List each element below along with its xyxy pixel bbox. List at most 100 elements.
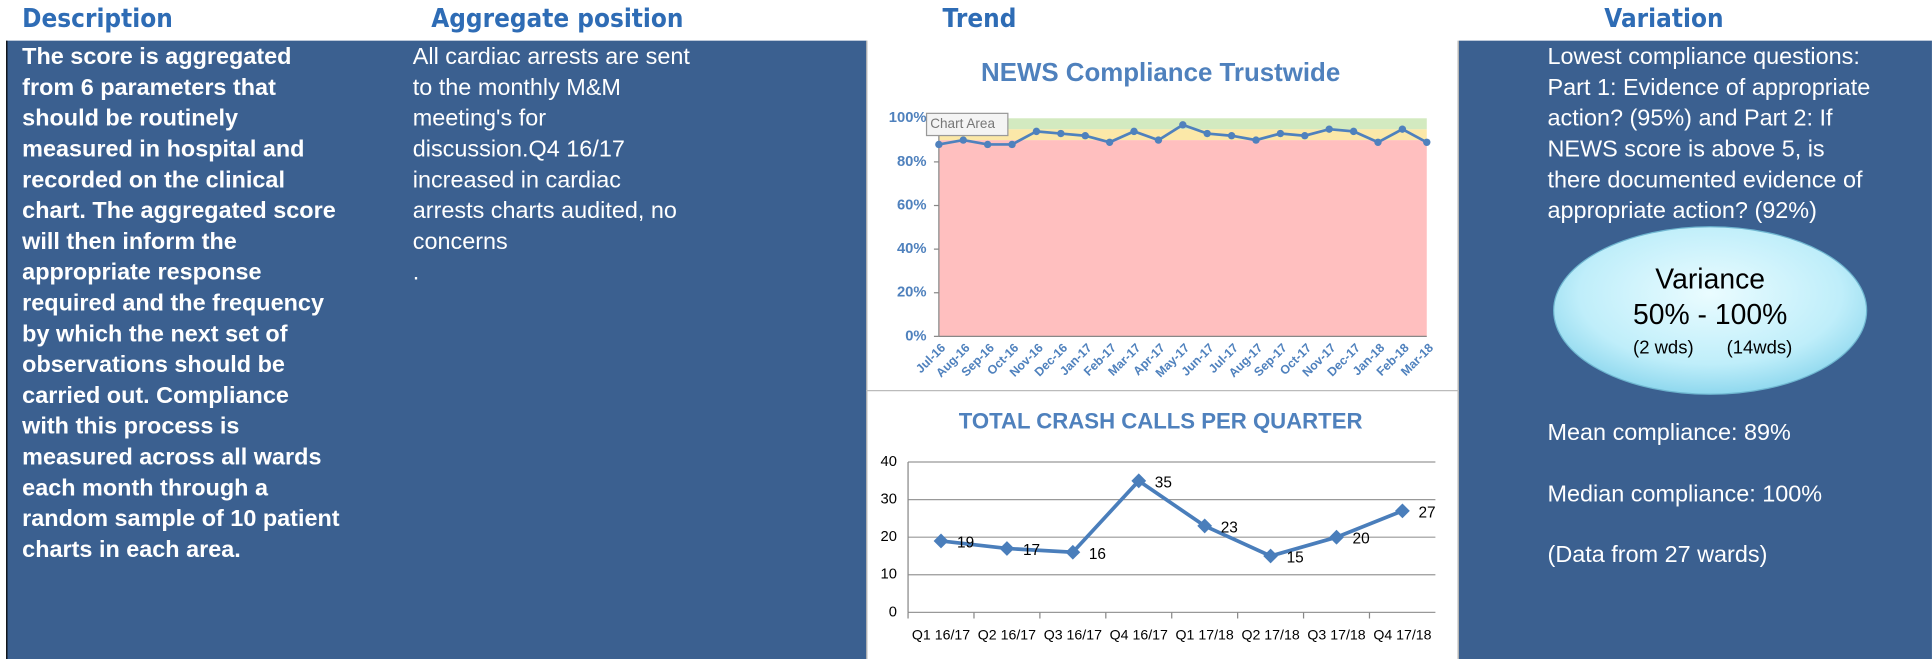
- y-tick-label: 20%: [897, 285, 927, 301]
- data-label: 20: [1353, 531, 1370, 548]
- stat-line: Median compliance: 100%: [1547, 481, 1823, 508]
- aggregate-line: discussion.Q4 16/17: [412, 136, 625, 163]
- point: [959, 136, 967, 144]
- description: The score is aggregated from 6 parameters…: [22, 42, 339, 566]
- point: [1105, 138, 1114, 146]
- y-tick-label: 30: [881, 492, 897, 508]
- x-tick-label: Q4 16/17: [1110, 627, 1168, 643]
- data-label: 35: [1155, 474, 1172, 491]
- data-label: 19: [957, 534, 974, 551]
- description-line: measured across all wards: [22, 444, 322, 471]
- aggregate-line: to the monthly M&M: [412, 75, 621, 102]
- description-line: from 6 parameters that: [22, 75, 276, 102]
- point: [1263, 548, 1278, 564]
- x-tick-label: Q1 17/18: [1176, 627, 1234, 643]
- x-tick-label: Q3 17/18: [1307, 627, 1365, 643]
- point: [1130, 127, 1138, 136]
- variation-line: action? (95%) and Part 2: If: [1547, 105, 1833, 132]
- line: [940, 478, 1404, 558]
- y-tick-label: 0%: [905, 328, 926, 344]
- y-tick-label: 60%: [897, 197, 927, 213]
- column-header: Variation: [1604, 3, 1724, 34]
- description-line: will then inform the: [22, 229, 237, 256]
- point: [1032, 127, 1041, 136]
- description-line: should be routinely: [22, 105, 239, 132]
- point: [1276, 129, 1285, 138]
- x-tick-label: Q2 16/17: [978, 627, 1036, 643]
- variation-line: NEWS score is above 5, is: [1547, 136, 1825, 163]
- chart-title: TOTAL CRASH CALLS PER QUARTER: [959, 408, 1363, 433]
- tooltip: Chart Area: [930, 116, 995, 131]
- point: [1227, 132, 1236, 140]
- aggregate-line: increased in cardiac: [412, 167, 621, 194]
- description-line: appropriate response: [22, 259, 262, 286]
- column-header: Aggregate position: [431, 3, 684, 34]
- x-tick-label: Q4 17/18: [1373, 627, 1431, 643]
- description-line: charts in each area.: [22, 537, 241, 564]
- data-label: 27: [1418, 504, 1435, 521]
- left-panel: [6, 40, 868, 659]
- variation-line: Part 1: Evidence of appropriate: [1547, 75, 1871, 102]
- aggregate-line: meeting's for: [412, 105, 547, 132]
- stat-line: Mean compliance: 89%: [1547, 420, 1791, 447]
- data-label: 16: [1089, 546, 1106, 563]
- description-line: observations should be: [22, 352, 285, 379]
- data-label: 15: [1287, 550, 1304, 567]
- x-tick-label: Q2 17/18: [1241, 627, 1299, 643]
- point: [1081, 132, 1089, 140]
- point: [1057, 129, 1065, 138]
- point: [983, 140, 992, 149]
- bubble-title: Variance: [1655, 263, 1765, 295]
- description-line: random sample of 10 patient: [22, 506, 340, 533]
- point: [935, 140, 943, 149]
- description-line: recorded on the clinical: [22, 167, 285, 194]
- y-tick-label: 40: [881, 454, 897, 470]
- aggregate-line: arrests charts audited, no: [412, 198, 677, 225]
- description-line: by which the next set of: [22, 321, 288, 348]
- description-line: required and the frequency: [22, 290, 324, 317]
- column-header: Description: [22, 3, 173, 34]
- data-label: 17: [1023, 542, 1040, 559]
- point: [933, 533, 949, 549]
- description-line: chart. The aggregated score: [22, 198, 336, 225]
- y-tick-label: 20: [881, 529, 897, 545]
- aggregate-line: concerns: [412, 229, 508, 256]
- point: [1154, 136, 1163, 144]
- point: [1301, 132, 1309, 140]
- description-line: measured in hospital and: [22, 136, 305, 163]
- variation-stats: Mean compliance: 89% Median compliance: 1…: [1548, 418, 1823, 601]
- band: [938, 129, 1427, 141]
- point: [1349, 127, 1358, 136]
- description-line: each month through a: [22, 475, 268, 502]
- x-tick-label: Q3 16/17: [1044, 627, 1102, 643]
- chart-title: NEWS Compliance Trustwide: [981, 59, 1340, 87]
- tooltip-box: [925, 112, 1009, 137]
- point: [1325, 125, 1333, 133]
- y-tick-label: 100%: [889, 110, 927, 126]
- variance-bubble: [1553, 226, 1868, 395]
- point: [1398, 125, 1407, 133]
- stat-line: (Data from 27 wards): [1547, 542, 1768, 568]
- point: [999, 541, 1015, 556]
- column-header: Trend: [942, 3, 1017, 34]
- y-tick-label: 80%: [897, 154, 927, 170]
- bubble-range: 50% - 100%: [1633, 299, 1787, 331]
- aggregate: All cardiac arrests are sent to the month…: [413, 42, 690, 288]
- data-label: 23: [1221, 519, 1238, 536]
- point: [1374, 138, 1382, 146]
- description-line: carried out. Compliance: [22, 383, 289, 410]
- point: [1131, 473, 1147, 489]
- bubble-low: (2 wds): [1633, 337, 1694, 358]
- variation-line: there documented evidence of: [1547, 167, 1863, 194]
- aggregate-line: All cardiac arrests are sent: [412, 44, 690, 71]
- y-tick-label: 40%: [897, 241, 927, 257]
- bubble-high: (14wds): [1727, 337, 1793, 358]
- description-line: The score is aggregated: [22, 44, 292, 71]
- point: [1252, 136, 1260, 144]
- x-tick-label: Q1 16/17: [912, 627, 970, 643]
- variation-text: Lowest compliance questions: Part 1: Evid…: [1548, 42, 1871, 227]
- point: [1395, 503, 1410, 519]
- point: [1203, 129, 1211, 138]
